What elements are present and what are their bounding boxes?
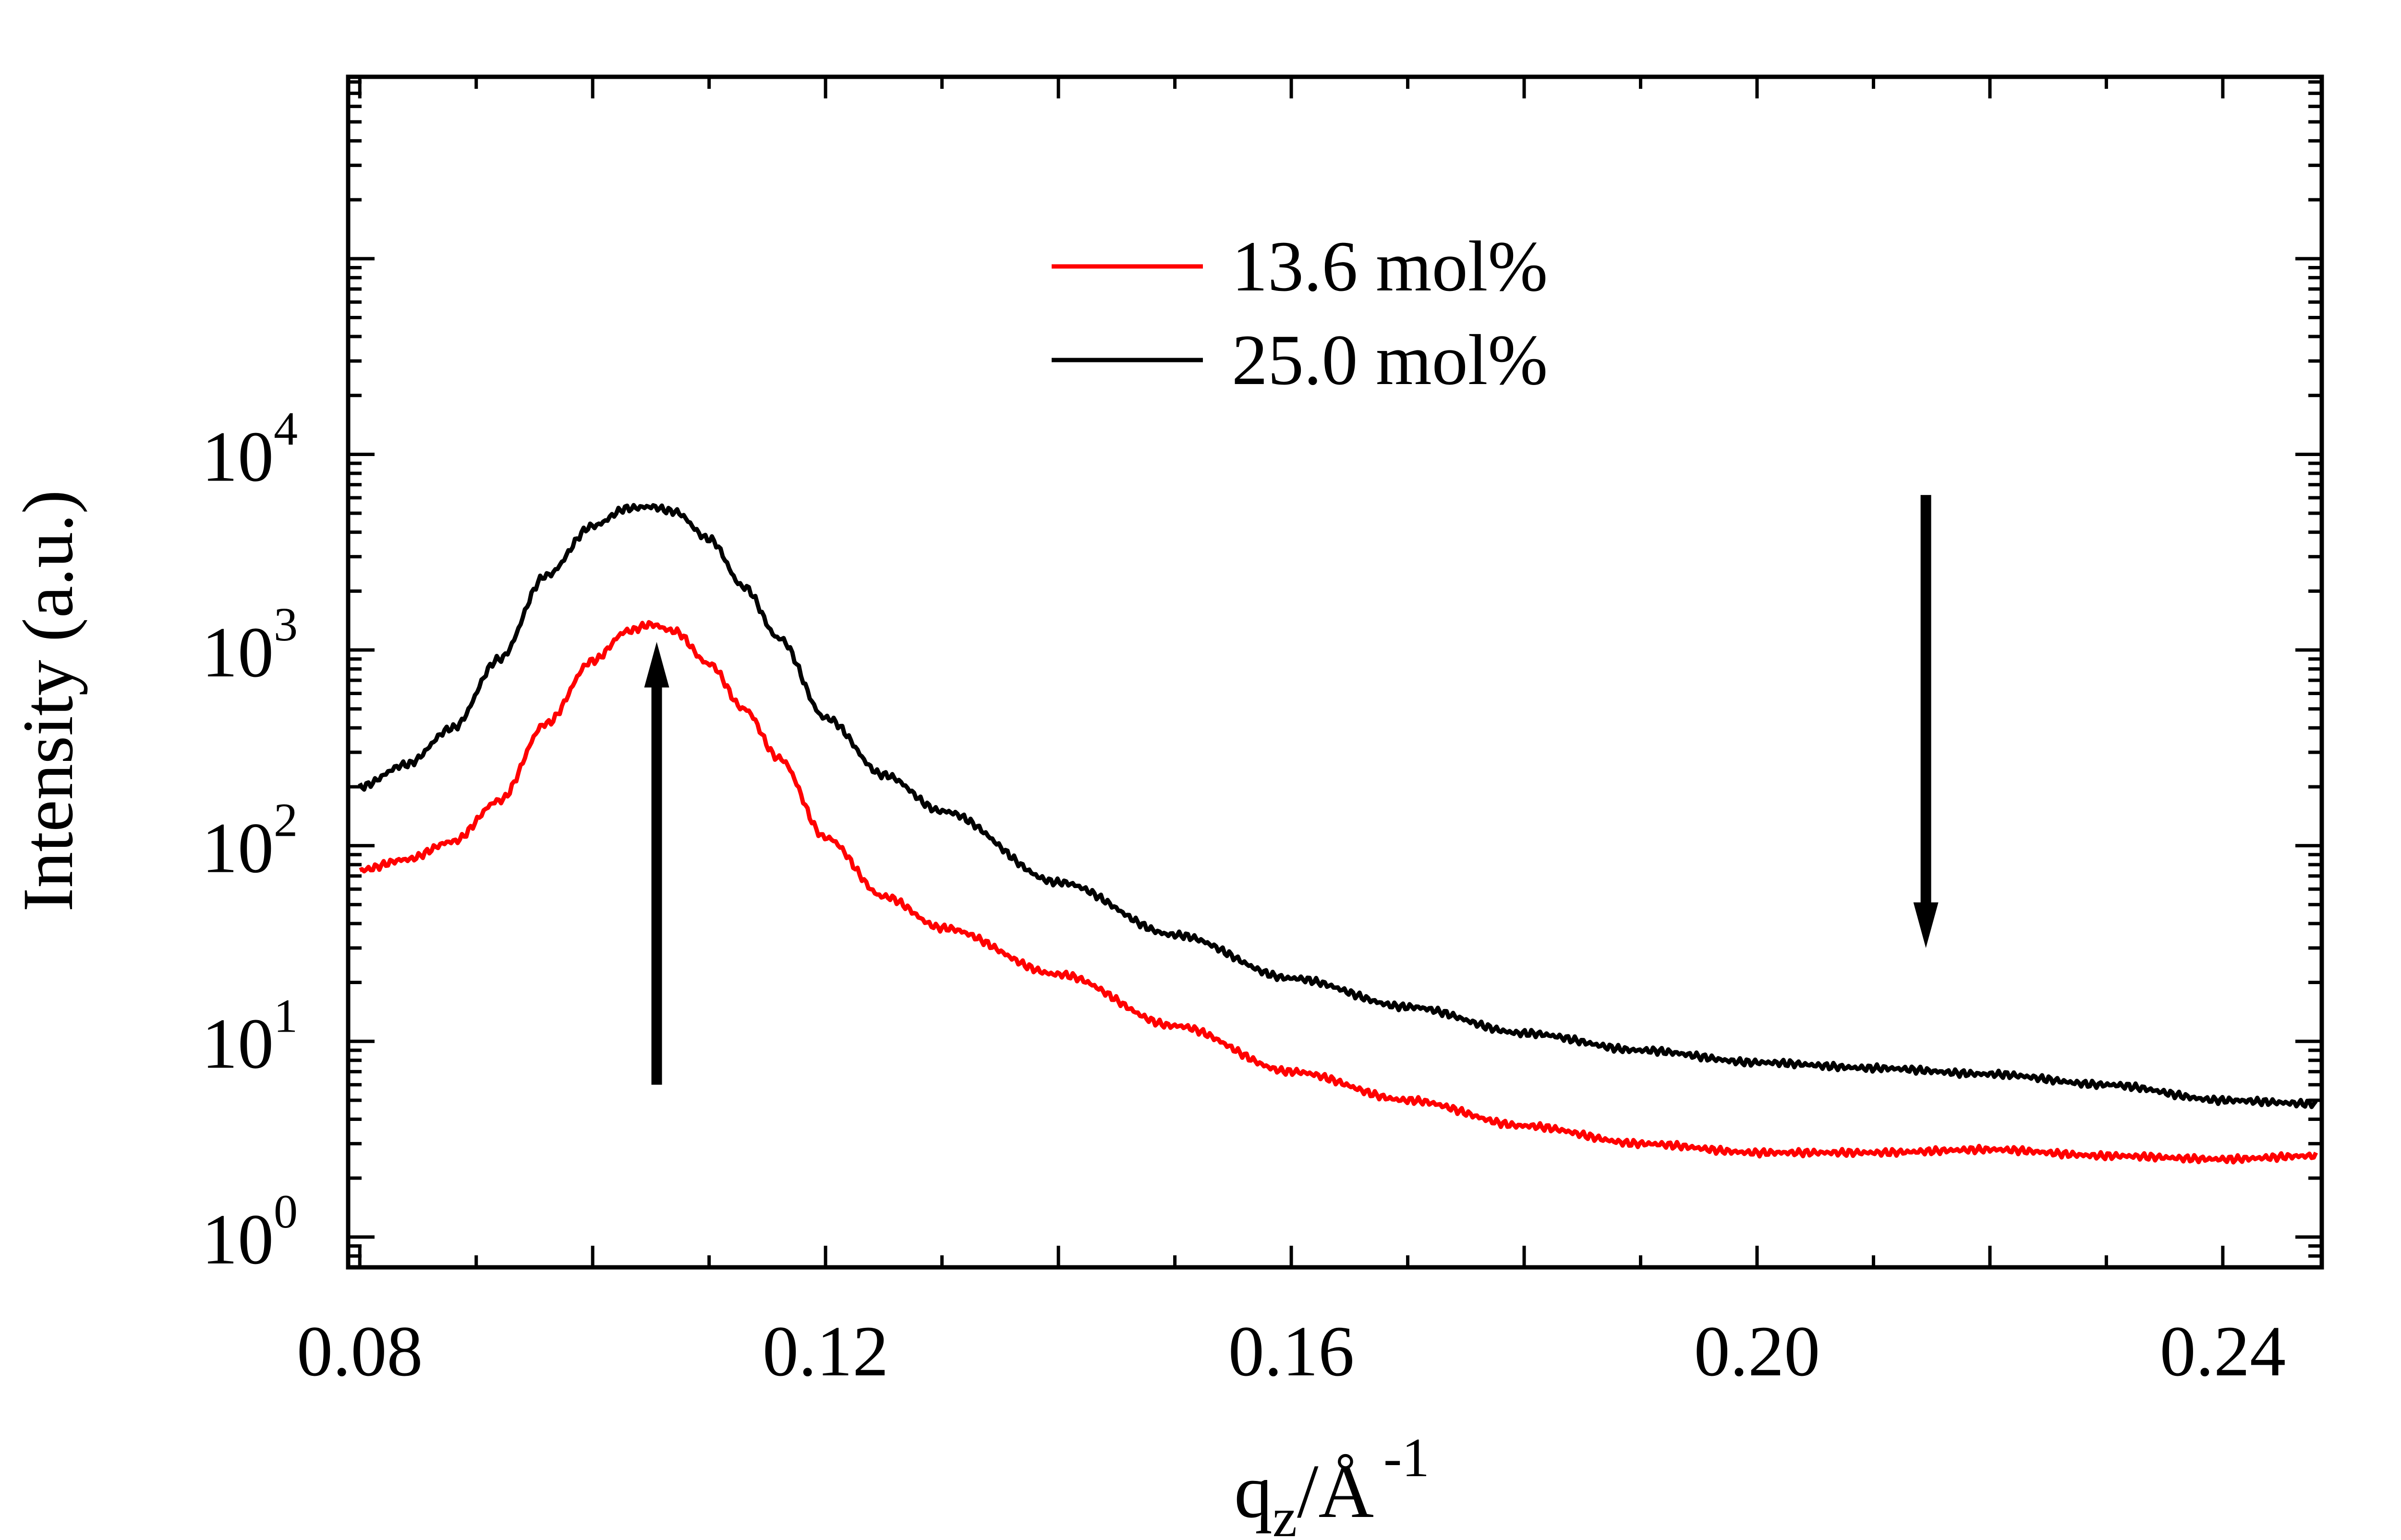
annotation-arrows: [644, 495, 1939, 1085]
x-axis-title-sup: -1: [1383, 1427, 1430, 1488]
y-tick-label: 102: [202, 794, 298, 888]
x-tick-label: 0.24: [2160, 1311, 2286, 1391]
x-tick-label: 0.12: [763, 1311, 889, 1391]
axis-titles: qz/Å -1 Intensity (a.u.): [8, 490, 1430, 1540]
y-tick-exponent: 3: [274, 598, 298, 651]
x-tick-label: 0.20: [1694, 1311, 1820, 1391]
y-tick-base: 10: [202, 1200, 274, 1279]
legend: 13.6 mol% 25.0 mol%: [1052, 227, 1548, 400]
y-tick-base: 10: [202, 417, 274, 496]
legend-label: 25.0 mol%: [1232, 320, 1548, 400]
y-tick-exponent: 2: [274, 794, 298, 847]
x-axis-title-rest: /Å: [1297, 1448, 1374, 1534]
series-line-25-0-mol-: [358, 503, 2318, 1109]
y-tick-base: 10: [202, 808, 274, 888]
x-tick-label: 0.08: [297, 1311, 423, 1391]
arrow-head: [644, 642, 669, 688]
y-tick-exponent: 4: [274, 402, 298, 455]
plot-frame: [346, 74, 2324, 1270]
y-tick-label: 100: [202, 1185, 298, 1279]
y-axis-title: Intensity (a.u.): [8, 490, 88, 912]
y-tick-exponent: 1: [274, 989, 298, 1042]
y-tick-base: 10: [202, 613, 274, 692]
axis-ticks: [348, 77, 2322, 1269]
y-tick-label: 104: [202, 402, 298, 496]
x-axis-title: qz/Å -1: [1234, 1427, 1430, 1538]
x-axis-title-sub: z: [1273, 1487, 1297, 1538]
series-line-13-6-mol-: [359, 620, 2318, 1165]
arrow-up: [644, 642, 669, 1085]
data-series: [358, 503, 2318, 1165]
y-tick-exponent: 0: [274, 1185, 298, 1238]
y-tick-base: 10: [202, 1004, 274, 1083]
x-tick-label: 0.16: [1228, 1311, 1355, 1391]
x-axis-title-main: q: [1234, 1448, 1273, 1534]
y-tick-label: 103: [202, 598, 298, 692]
legend-label: 13.6 mol%: [1232, 227, 1548, 306]
y-tick-label: 101: [202, 989, 298, 1083]
arrow-head: [1913, 902, 1939, 948]
arrow-down: [1913, 495, 1939, 948]
